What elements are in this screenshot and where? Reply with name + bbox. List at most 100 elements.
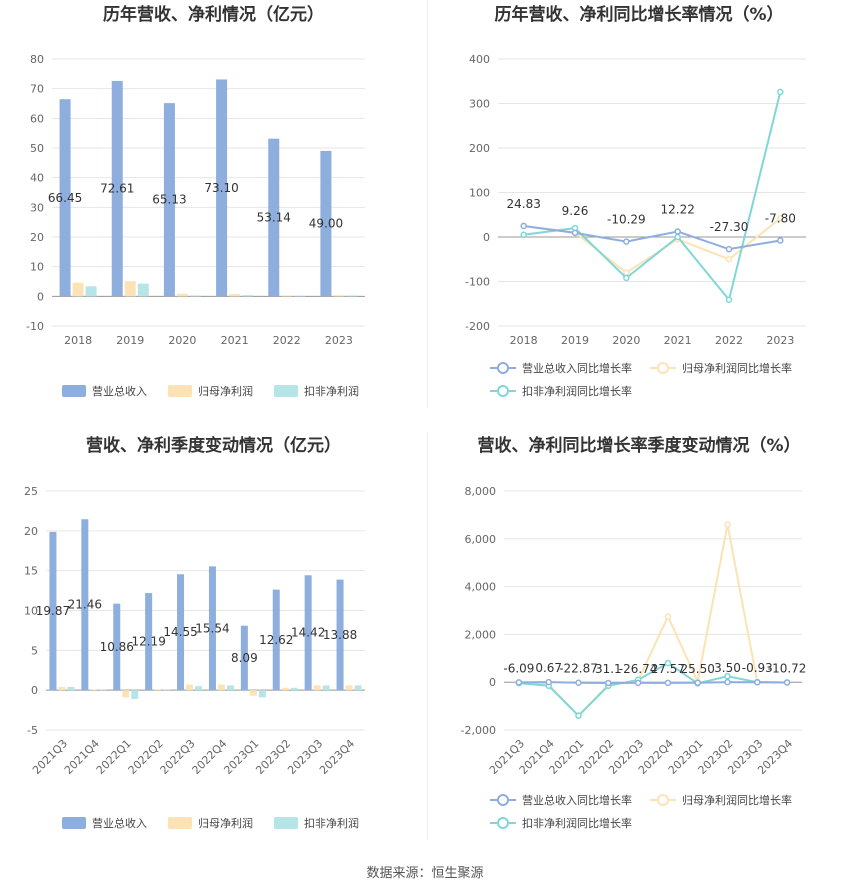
- x-tick-label: 2021: [664, 334, 692, 347]
- data-label: -6.09: [503, 661, 534, 675]
- legend-marker: [497, 362, 509, 374]
- bar: [111, 80, 123, 297]
- x-tick-label: 2020: [168, 334, 196, 347]
- x-tick-label: 2023Q4: [317, 737, 357, 777]
- y-tick-label: -100: [465, 276, 490, 289]
- data-label: 15.54: [195, 621, 229, 635]
- bar: [163, 689, 171, 691]
- bar: [131, 690, 139, 699]
- bar: [322, 685, 330, 691]
- data-label: 3.50: [714, 661, 741, 675]
- y-tick-label: -5: [27, 724, 38, 737]
- series-point: [725, 296, 733, 303]
- series-point: [777, 215, 784, 222]
- data-label: 21.46: [68, 598, 102, 612]
- legend-label: 归母净利润同比增长率: [682, 793, 792, 807]
- bar: [113, 603, 121, 691]
- bar: [137, 283, 149, 297]
- annual-bar-svg: 历年营收、净利情况（亿元） -10 0 10 20 30 40 50 60 70 80 2018 201…: [26, 4, 365, 398]
- series-point: [605, 679, 612, 687]
- legend-label: 营业总收入同比增长率: [522, 361, 632, 375]
- data-label: 12.22: [660, 203, 694, 217]
- bar: [177, 574, 185, 691]
- bar: [281, 295, 293, 297]
- data-label: 14.55: [163, 625, 197, 639]
- data-label: 24.83: [506, 197, 540, 211]
- y-tick-label: 6,000: [465, 533, 497, 546]
- bar: [72, 282, 84, 297]
- x-tick-label: 2023: [766, 334, 794, 347]
- legend-swatch: [274, 817, 298, 829]
- bar: [333, 295, 345, 297]
- data-label: 0.67: [535, 661, 562, 675]
- series-point: [694, 679, 701, 687]
- data-label: -7.80: [765, 211, 796, 225]
- y-tick-label: -10: [26, 320, 44, 333]
- data-label: 8.09: [231, 651, 258, 665]
- series-point: [664, 659, 672, 667]
- bar: [176, 293, 188, 297]
- y-tick-label: 300: [469, 98, 490, 111]
- y-tick-label: 200: [469, 142, 490, 155]
- series-point: [674, 233, 681, 241]
- y-tick-label: 400: [469, 53, 490, 66]
- legend-label: 营业总收入: [92, 384, 147, 398]
- bar: [217, 684, 225, 691]
- bar: [272, 589, 280, 691]
- quarterly-growth-rate-chart: 营收、净利同比增长率季度变动情况（%） -2,000 0 2,000 4,000 6,00…: [428, 428, 850, 848]
- bar: [281, 687, 289, 691]
- data-label: 12.19: [131, 635, 165, 649]
- y-tick-label: 0: [37, 290, 44, 303]
- data-source-note: 数据来源：恒生聚源: [366, 866, 484, 881]
- bar: [313, 685, 321, 691]
- legend-label: 扣非净利润同比增长率: [522, 816, 632, 830]
- data-label: -0.93: [742, 661, 773, 675]
- series-point: [545, 678, 552, 686]
- legend-marker: [497, 817, 509, 829]
- chart-title: 营收、净利季度变动情况（亿元）: [86, 435, 341, 456]
- bar: [163, 103, 175, 297]
- data-label: 13.88: [323, 628, 357, 642]
- bar: [226, 685, 234, 691]
- y-tick-label: 15: [24, 565, 38, 578]
- bar: [249, 690, 257, 696]
- x-tick-label: 2018: [64, 334, 92, 347]
- x-tick-label: 2020: [612, 334, 640, 347]
- legend-label: 扣非净利润: [304, 816, 359, 830]
- legend-label: 归母净利润: [198, 384, 253, 398]
- bar: [145, 593, 153, 691]
- y-tick-label: 60: [30, 112, 44, 125]
- y-tick-label: 25: [24, 485, 38, 498]
- x-tick-label: 2022: [715, 334, 743, 347]
- series-point: [571, 229, 579, 237]
- data-label: 27.57: [651, 662, 685, 676]
- bar: [345, 685, 353, 691]
- y-tick-label: -200: [465, 320, 490, 333]
- data-label: 66.45: [48, 191, 82, 205]
- data-label: -27.30: [710, 220, 749, 234]
- x-tick-label: 2019: [561, 334, 589, 347]
- series-point: [623, 238, 630, 245]
- y-tick-label: 0: [483, 231, 490, 244]
- legend-label: 营业总收入同比增长率: [522, 793, 632, 807]
- y-tick-label: 40: [30, 172, 44, 185]
- bar: [67, 686, 75, 691]
- data-label: 25.50: [681, 662, 715, 676]
- data-label: 9.26: [562, 204, 589, 218]
- x-tick-label: 2021: [221, 334, 249, 347]
- y-tick-label: 2,000: [465, 628, 497, 641]
- bar: [242, 295, 254, 297]
- data-label: 49.00: [309, 217, 343, 231]
- x-tick-label: 2023: [325, 334, 353, 347]
- legend-swatch: [274, 385, 298, 397]
- legend-marker: [497, 794, 509, 806]
- series-point: [777, 237, 784, 244]
- y-tick-label: 30: [30, 201, 44, 214]
- data-label: 72.61: [100, 182, 134, 196]
- y-tick-label: 10: [30, 261, 44, 274]
- data-label: -22.87: [559, 662, 598, 676]
- y-tick-label: 70: [30, 83, 44, 96]
- data-label: 14.42: [291, 626, 325, 640]
- series-point: [664, 613, 672, 620]
- series-point: [575, 712, 582, 719]
